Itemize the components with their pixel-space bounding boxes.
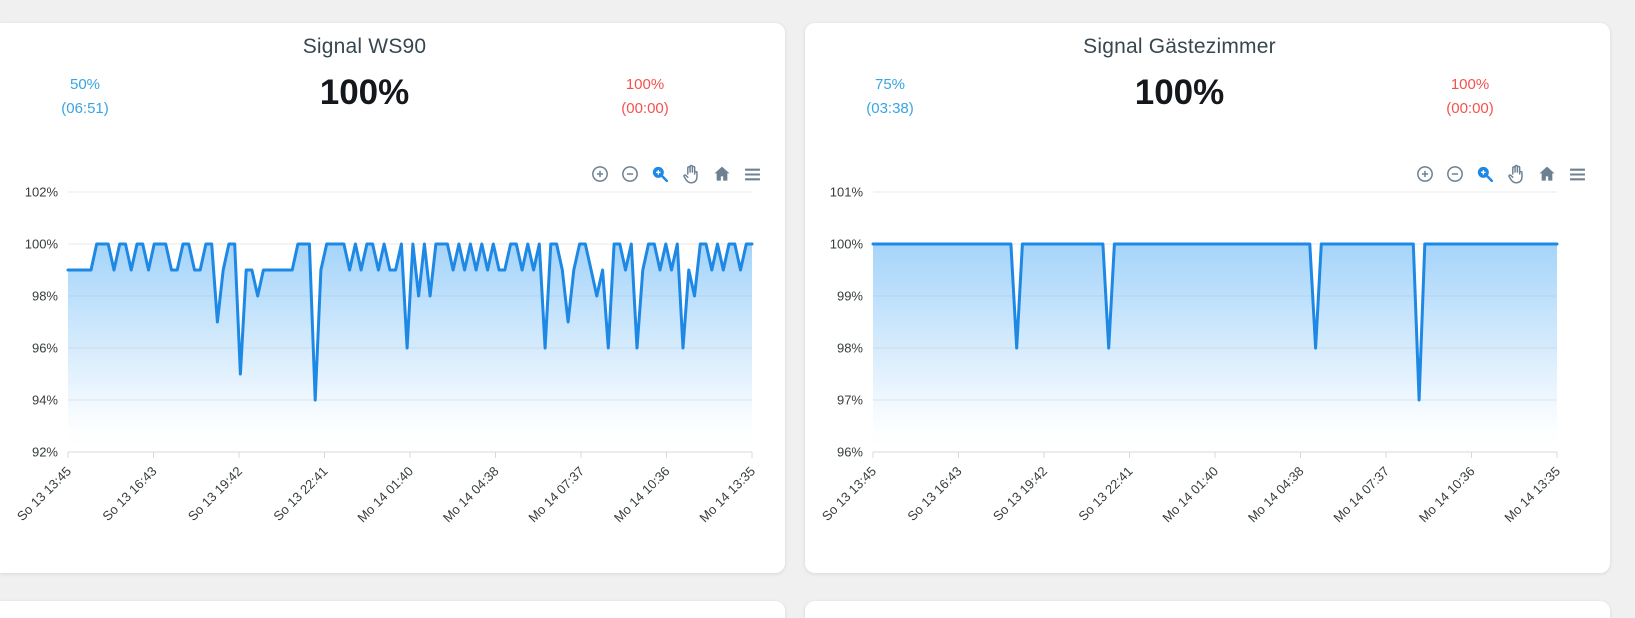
- svg-text:97%: 97%: [837, 393, 863, 408]
- svg-text:So 13 16:43: So 13 16:43: [99, 464, 159, 524]
- chart-x-axis: So 13 13:45 So 13 16:43 So 13 19:42 So 13 2…: [14, 452, 758, 525]
- card-row-top: Signal WS90 50% (06:51) 100% 100% (00:00…: [0, 23, 1635, 573]
- home-reset-icon[interactable]: [1537, 164, 1557, 184]
- svg-text:96%: 96%: [837, 445, 863, 460]
- svg-text:102%: 102%: [25, 185, 59, 200]
- min-stat-value: 75%: [874, 76, 906, 93]
- svg-text:So 13 19:42: So 13 19:42: [185, 464, 245, 524]
- svg-text:Mo 14 01:40: Mo 14 01:40: [354, 464, 416, 526]
- selection-zoom-icon[interactable]: [1475, 164, 1495, 184]
- chart-toolbar: [590, 163, 763, 185]
- menu-icon[interactable]: [742, 164, 763, 185]
- svg-text:98%: 98%: [32, 289, 58, 304]
- pan-hand-icon[interactable]: [1505, 163, 1527, 185]
- chart-area: [68, 244, 752, 452]
- svg-text:Mo 14 01:40: Mo 14 01:40: [1159, 464, 1221, 526]
- menu-icon[interactable]: [1567, 164, 1588, 185]
- svg-text:So 13 19:42: So 13 19:42: [990, 464, 1050, 524]
- signal-gaestezimmer-chart-canvas[interactable]: 101% 100% 99% 98% 97% 96% So 13 13:45 So 13 16:…: [817, 184, 1577, 529]
- svg-text:Mo 14 10:36: Mo 14 10:36: [1416, 464, 1478, 526]
- max-stat-duration: (00:00): [1446, 100, 1494, 117]
- zoom-out-icon[interactable]: [1445, 164, 1465, 184]
- svg-text:100%: 100%: [830, 237, 864, 252]
- svg-text:100%: 100%: [25, 237, 59, 252]
- pan-hand-icon[interactable]: [680, 163, 702, 185]
- svg-text:Mo 14 04:38: Mo 14 04:38: [440, 464, 502, 526]
- card-row-bottom: [0, 601, 1635, 618]
- chart-line: [871, 242, 1559, 402]
- selection-zoom-icon[interactable]: [650, 164, 670, 184]
- home-reset-icon[interactable]: [712, 164, 732, 184]
- svg-text:Mo 14 07:37: Mo 14 07:37: [525, 464, 587, 526]
- current-value[interactable]: 100%: [319, 73, 410, 112]
- svg-text:101%: 101%: [830, 185, 864, 200]
- svg-text:So 13 16:43: So 13 16:43: [904, 464, 964, 524]
- svg-text:Mo 14 07:37: Mo 14 07:37: [1330, 464, 1392, 526]
- next-card-partial: [0, 601, 785, 618]
- min-stat-value: 50%: [69, 76, 101, 93]
- chart-toolbar: [1415, 163, 1588, 185]
- signal-ws90-chart-canvas[interactable]: 102% 100% 98% 96% 94% 92% So 13 13:45 So 13 16:…: [12, 184, 772, 529]
- svg-text:Mo 14 13:35: Mo 14 13:35: [696, 464, 758, 526]
- chart-line: [66, 242, 754, 402]
- next-card-partial: [805, 601, 1610, 618]
- svg-text:So 13 22:41: So 13 22:41: [1075, 464, 1135, 524]
- svg-text:98%: 98%: [837, 341, 863, 356]
- max-stat-value: 100%: [1450, 76, 1490, 93]
- min-stat-duration: (06:51): [61, 100, 109, 117]
- min-stat-duration: (03:38): [866, 100, 914, 117]
- chart-x-axis: So 13 13:45 So 13 16:43 So 13 19:42 So 13 2…: [819, 452, 1563, 525]
- card-title: Signal Gästezimmer: [1083, 35, 1276, 58]
- svg-text:99%: 99%: [837, 289, 863, 304]
- svg-text:Mo 14 04:38: Mo 14 04:38: [1245, 464, 1307, 526]
- signal-gaestezimmer-card: Signal Gästezimmer 75% (03:38) 100% 100%…: [805, 23, 1610, 573]
- zoom-in-icon[interactable]: [590, 164, 610, 184]
- zoom-in-icon[interactable]: [1415, 164, 1435, 184]
- svg-text:So 13 13:45: So 13 13:45: [14, 464, 74, 524]
- min-stat[interactable]: 50% (06:51): [0, 73, 170, 121]
- current-value[interactable]: 100%: [1134, 73, 1225, 112]
- svg-text:So 13 13:45: So 13 13:45: [819, 464, 879, 524]
- max-stat[interactable]: 100% (00:00): [565, 73, 725, 121]
- chart-area: [873, 244, 1557, 452]
- zoom-out-icon[interactable]: [620, 164, 640, 184]
- max-stat-value: 100%: [625, 76, 665, 93]
- min-stat[interactable]: 75% (03:38): [805, 73, 975, 121]
- svg-text:94%: 94%: [32, 393, 58, 408]
- svg-text:96%: 96%: [32, 341, 58, 356]
- max-stat-duration: (00:00): [621, 100, 669, 117]
- svg-text:Mo 14 10:36: Mo 14 10:36: [611, 464, 673, 526]
- signal-ws90-card: Signal WS90 50% (06:51) 100% 100% (00:00…: [0, 23, 785, 573]
- max-stat[interactable]: 100% (00:00): [1390, 73, 1550, 121]
- card-title: Signal WS90: [302, 35, 427, 58]
- svg-text:Mo 14 13:35: Mo 14 13:35: [1501, 464, 1563, 526]
- svg-text:92%: 92%: [32, 445, 58, 460]
- svg-text:So 13 22:41: So 13 22:41: [270, 464, 330, 524]
